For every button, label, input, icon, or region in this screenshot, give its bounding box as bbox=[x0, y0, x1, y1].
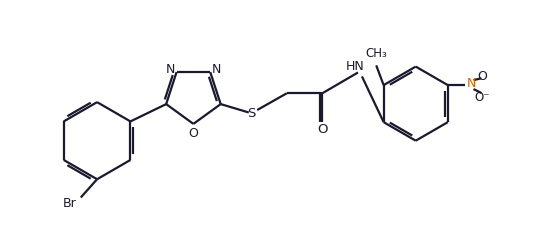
Text: N: N bbox=[467, 77, 476, 90]
Text: O: O bbox=[477, 70, 487, 82]
Text: S: S bbox=[247, 107, 256, 120]
Text: O: O bbox=[317, 123, 328, 136]
Text: N: N bbox=[166, 62, 175, 75]
Text: HN: HN bbox=[346, 60, 365, 73]
Text: Br: Br bbox=[62, 197, 76, 210]
Text: O: O bbox=[188, 126, 199, 139]
Text: CH₃: CH₃ bbox=[365, 47, 387, 60]
Text: N: N bbox=[212, 62, 221, 75]
Text: O⁻: O⁻ bbox=[475, 91, 490, 103]
